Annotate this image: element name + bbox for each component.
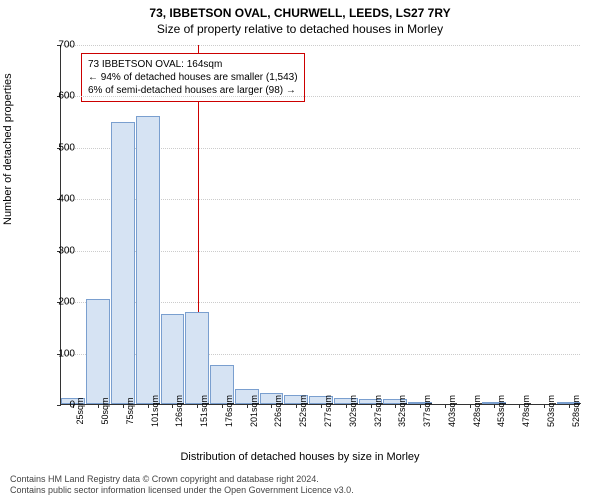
xtick-mark: [346, 404, 347, 408]
footer-line-1: Contains HM Land Registry data © Crown c…: [10, 474, 354, 485]
ytick-label: 200: [45, 297, 75, 308]
xtick-label: 252sqm: [298, 395, 308, 427]
xtick-label: 75sqm: [125, 397, 135, 424]
chart-title-line1: 73, IBBETSON OVAL, CHURWELL, LEEDS, LS27…: [0, 6, 600, 20]
xtick-label: 126sqm: [174, 395, 184, 427]
ytick-label: 700: [45, 40, 75, 51]
xtick-label: 403sqm: [447, 395, 457, 427]
histogram-bar: [185, 312, 209, 404]
xtick-mark: [445, 404, 446, 408]
chart-title-line2: Size of property relative to detached ho…: [0, 22, 600, 36]
histogram-bar: [136, 116, 160, 404]
xtick-label: 302sqm: [348, 395, 358, 427]
xtick-label: 327sqm: [373, 395, 383, 427]
gridline: [61, 45, 580, 46]
xtick-mark: [544, 404, 545, 408]
xtick-mark: [371, 404, 372, 408]
xtick-mark: [148, 404, 149, 408]
footer-line-2: Contains public sector information licen…: [10, 485, 354, 496]
annotation-line-2: ← 94% of detached houses are smaller (1,…: [88, 71, 298, 84]
xtick-label: 25sqm: [75, 397, 85, 424]
ytick-label: 100: [45, 348, 75, 359]
xtick-label: 478sqm: [521, 395, 531, 427]
xtick-label: 277sqm: [323, 395, 333, 427]
xtick-mark: [321, 404, 322, 408]
y-axis-label: Number of detached properties: [2, 73, 14, 225]
annotation-line-3: 6% of semi-detached houses are larger (9…: [88, 84, 298, 97]
histogram-bar: [86, 299, 110, 404]
xtick-label: 528sqm: [571, 395, 581, 427]
plot-area: 73 IBBETSON OVAL: 164sqm ← 94% of detach…: [60, 45, 580, 405]
annotation-line-1: 73 IBBETSON OVAL: 164sqm: [88, 58, 298, 71]
xtick-label: 377sqm: [422, 395, 432, 427]
ytick-label: 400: [45, 194, 75, 205]
footer-attribution: Contains HM Land Registry data © Crown c…: [10, 474, 354, 497]
xtick-label: 101sqm: [150, 395, 160, 427]
xtick-label: 503sqm: [546, 395, 556, 427]
x-axis-label: Distribution of detached houses by size …: [0, 451, 600, 463]
histogram-bar: [161, 314, 185, 404]
xtick-label: 428sqm: [472, 395, 482, 427]
xtick-mark: [222, 404, 223, 408]
xtick-mark: [569, 404, 570, 408]
xtick-label: 50sqm: [100, 397, 110, 424]
xtick-mark: [247, 404, 248, 408]
xtick-label: 226sqm: [273, 395, 283, 427]
xtick-label: 352sqm: [397, 395, 407, 427]
ytick-label: 0: [45, 400, 75, 411]
ytick-label: 600: [45, 91, 75, 102]
xtick-label: 176sqm: [224, 395, 234, 427]
histogram-bar: [111, 122, 135, 404]
gridline: [61, 96, 580, 97]
xtick-label: 453sqm: [496, 395, 506, 427]
ytick-label: 300: [45, 245, 75, 256]
xtick-label: 201sqm: [249, 395, 259, 427]
ytick-label: 500: [45, 142, 75, 153]
xtick-label: 151sqm: [199, 395, 209, 427]
annotation-box: 73 IBBETSON OVAL: 164sqm ← 94% of detach…: [81, 53, 305, 102]
xtick-mark: [519, 404, 520, 408]
xtick-mark: [98, 404, 99, 408]
xtick-mark: [420, 404, 421, 408]
xtick-mark: [123, 404, 124, 408]
xtick-mark: [470, 404, 471, 408]
